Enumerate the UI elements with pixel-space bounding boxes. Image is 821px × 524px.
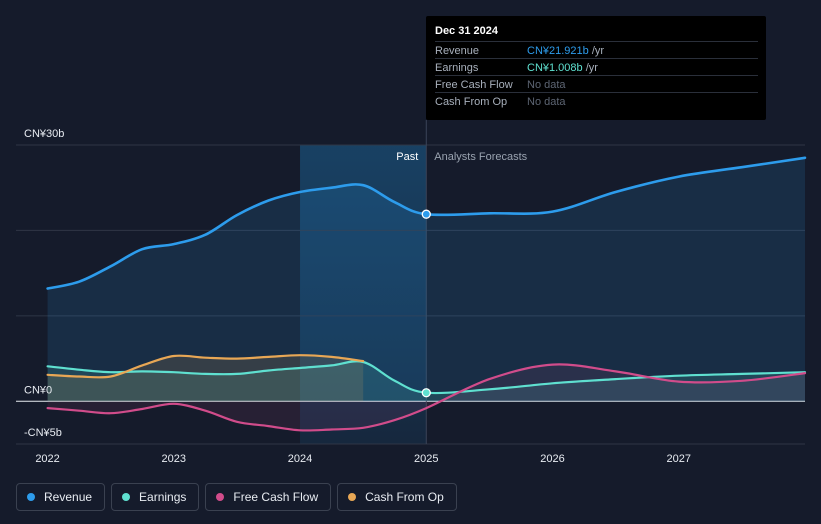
tooltip-unit: /yr xyxy=(588,45,605,57)
tooltip-unit: /yr xyxy=(582,62,598,74)
legend-item-cash-from-op[interactable]: Cash From Op xyxy=(337,483,457,511)
tooltip-row-free-cash-flow: Free Cash Flow No data xyxy=(435,75,758,93)
y-tick-label: -CN¥5b xyxy=(24,427,62,439)
tooltip-label: Revenue xyxy=(435,45,480,57)
x-tick-label: 2025 xyxy=(414,453,438,465)
y-tick-label: CN¥0 xyxy=(24,384,52,396)
earnings-marker xyxy=(421,388,431,398)
tooltip-value: No data xyxy=(527,96,566,108)
tooltip-label: Earnings xyxy=(435,62,479,74)
earnings-line xyxy=(46,360,807,395)
cash-from-op-line xyxy=(46,354,365,379)
legend-item-free-cash-flow[interactable]: Free Cash Flow xyxy=(205,483,332,511)
free-cash-flow-line xyxy=(46,363,807,432)
tooltip-value: No data xyxy=(527,79,566,91)
forecast-label: Analysts Forecasts xyxy=(434,151,527,163)
y-tick-label: CN¥30b xyxy=(24,128,64,140)
tooltip-value: CN¥1.008b xyxy=(527,62,583,74)
tooltip-label: Free Cash Flow xyxy=(435,79,513,91)
free-cash-flow-area xyxy=(47,364,806,431)
x-tick-label: 2023 xyxy=(162,453,186,465)
revenue-dot-icon xyxy=(27,493,35,501)
tooltip-row-revenue: Revenue CN¥21.921b /yr xyxy=(435,41,758,59)
free-cash-flow-dot-icon xyxy=(216,493,225,501)
tooltip-label: Cash From Op xyxy=(435,96,508,108)
earnings-area xyxy=(47,361,806,402)
past-highlight-region xyxy=(300,145,427,444)
x-tick-label: 2024 xyxy=(288,453,312,465)
cash-from-op-dot-icon xyxy=(348,493,357,501)
past-label: Past xyxy=(396,151,418,163)
tooltip-row-cash-from-op: Cash From Op No data xyxy=(435,92,758,110)
legend-label: Free Cash Flow xyxy=(233,490,319,504)
legend-label: Earnings xyxy=(139,490,187,504)
tooltip-row-earnings: Earnings CN¥1.008b /yr xyxy=(435,58,758,76)
tooltip-value: CN¥21.921b xyxy=(527,45,589,57)
tooltip-date: Dec 31 2024 xyxy=(435,25,498,37)
tooltip-panel: Dec 31 2024 Revenue CN¥21.921b /yr Earni… xyxy=(426,16,766,120)
revenue-area xyxy=(47,157,806,402)
x-tick-label: 2022 xyxy=(35,453,59,465)
x-tick-label: 2026 xyxy=(540,453,564,465)
legend: Revenue Earnings Free Cash Flow Cash Fro… xyxy=(16,483,457,511)
legend-label: Revenue xyxy=(44,490,93,504)
legend-label: Cash From Op xyxy=(365,490,444,504)
revenue-line xyxy=(46,156,807,290)
revenue-marker xyxy=(421,209,431,219)
x-tick-label: 2027 xyxy=(667,453,691,465)
earnings-dot-icon xyxy=(122,493,131,501)
legend-item-revenue[interactable]: Revenue xyxy=(16,483,106,511)
legend-item-earnings[interactable]: Earnings xyxy=(111,483,200,511)
cash-from-op-area xyxy=(47,355,364,402)
